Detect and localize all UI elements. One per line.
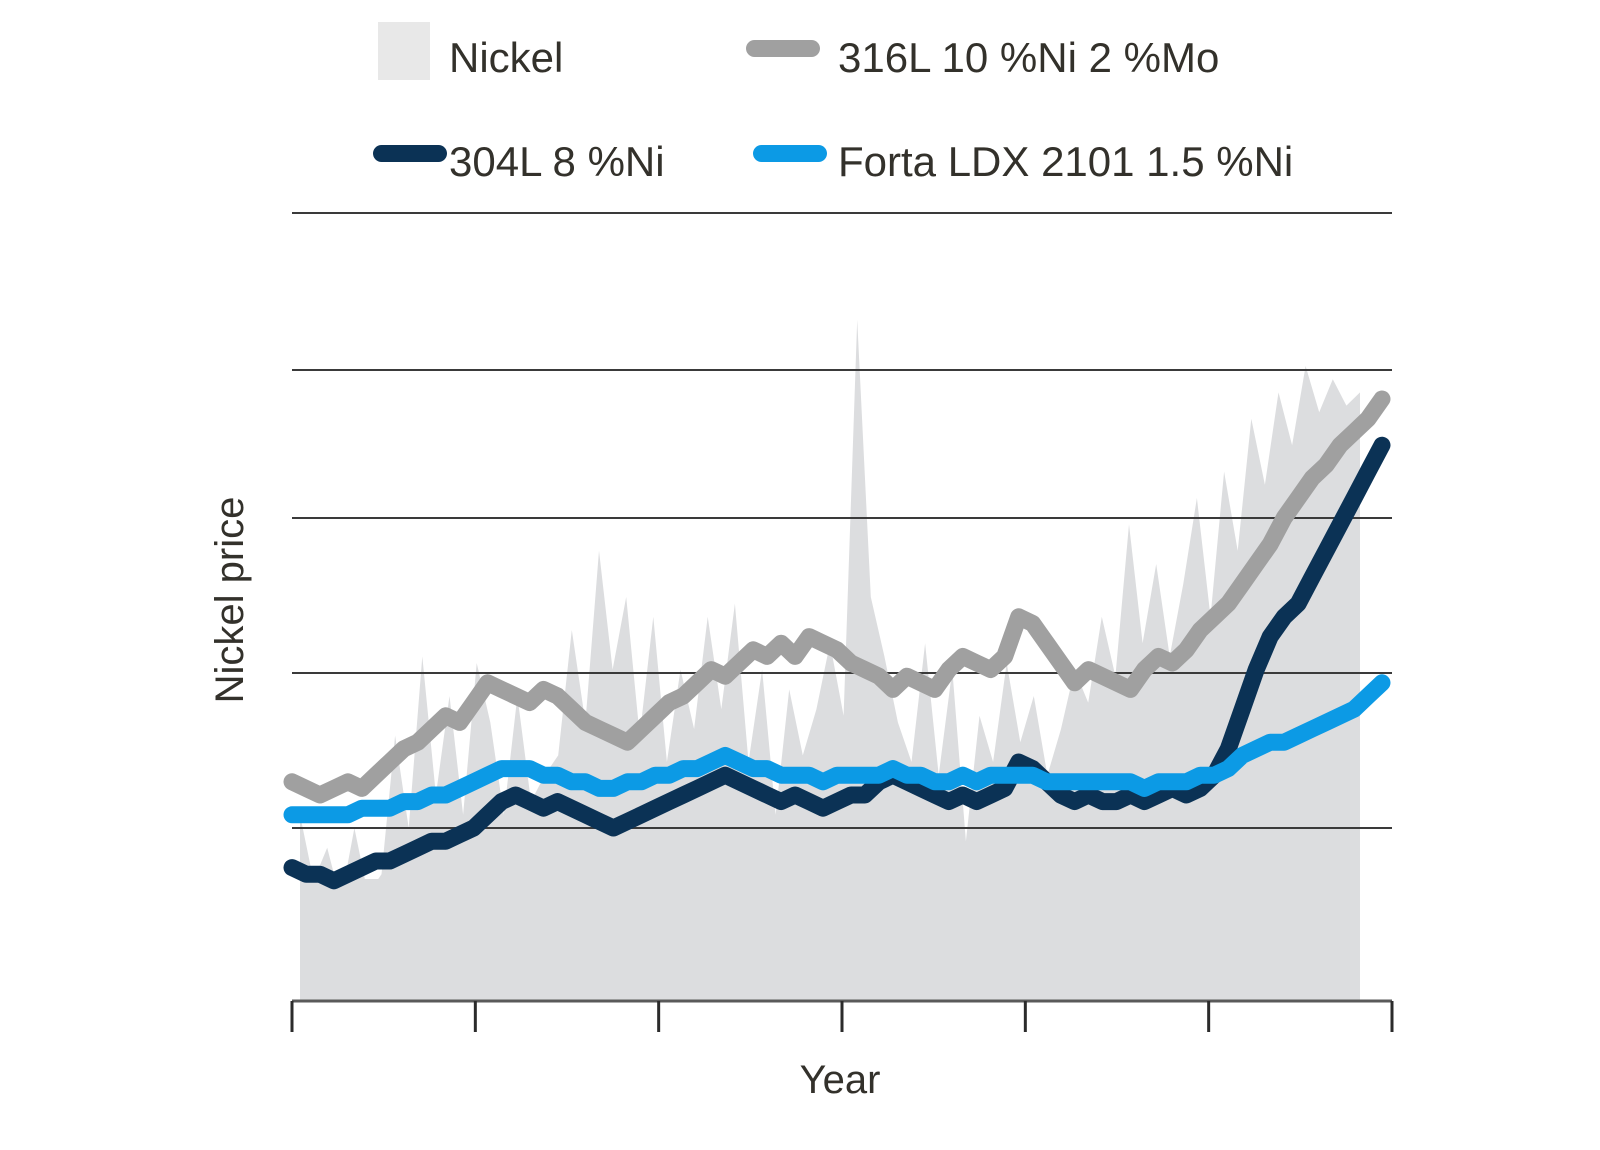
x-axis-ticks [290, 1001, 1394, 1032]
gridlines-overlay [292, 212, 1392, 829]
legend-label-316l: 316L 10 %Ni 2 %Mo [838, 34, 1219, 81]
line-series-layer [283, 390, 1391, 890]
line-series-316l [283, 390, 1391, 804]
legend-label-forta: Forta LDX 2101 1.5 %Ni [838, 138, 1293, 185]
area-series-nickel [300, 319, 1360, 901]
legend-swatch-316l [746, 40, 820, 57]
chart-legend: Nickel 316L 10 %Ni 2 %Mo 304L 8 %Ni Fort… [373, 22, 1293, 185]
plot-area [283, 212, 1392, 1001]
x-axis-title: Year [800, 1058, 881, 1102]
line-series-304l [283, 436, 1391, 890]
line-series-forta [283, 674, 1391, 824]
y-axis-title: Nickel price [208, 497, 252, 704]
legend-swatch-nickel [378, 22, 430, 80]
area-series-layer [300, 319, 1360, 1001]
legend-label-304l: 304L 8 %Ni [449, 138, 665, 185]
area-series-nickel-base [300, 879, 1360, 1001]
x-axis [290, 999, 1394, 1032]
legend-swatch-304l [373, 145, 447, 162]
legend-label-nickel: Nickel [449, 34, 563, 81]
legend-swatch-forta [753, 145, 827, 162]
